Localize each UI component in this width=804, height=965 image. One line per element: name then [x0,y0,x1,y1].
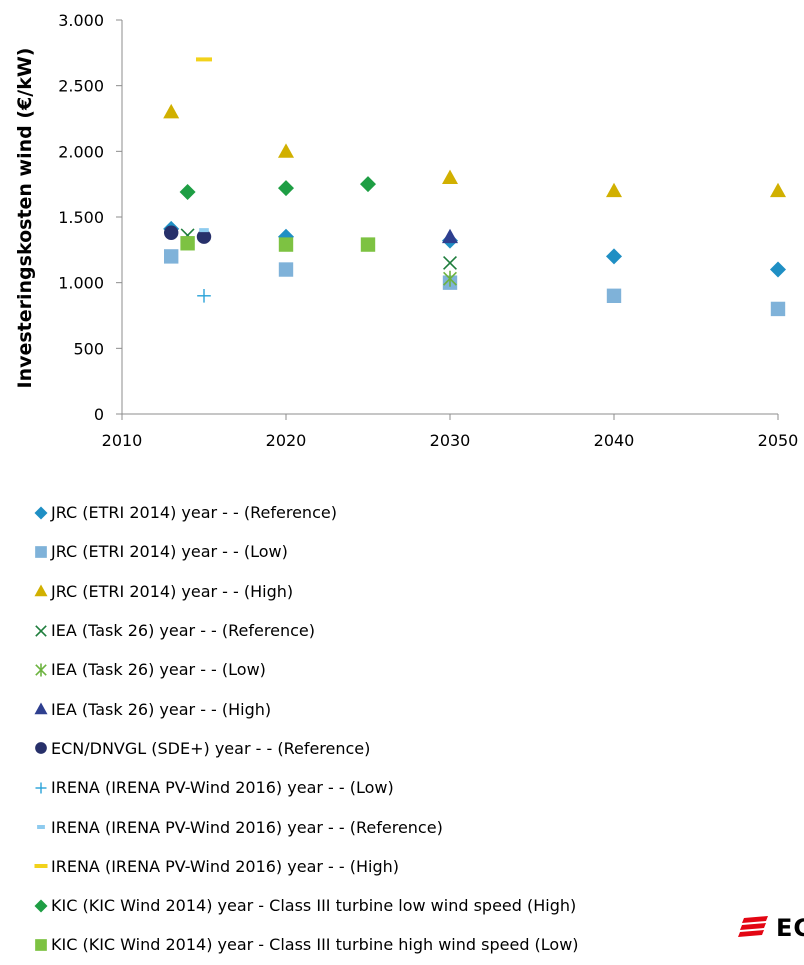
data-point-1 [770,261,786,278]
legend-marker-icon [35,742,47,755]
data-point-12 [180,236,195,251]
legend-marker-icon [34,506,48,520]
y-tick-label: 1.000 [58,274,104,293]
data-point-7 [196,229,212,244]
legend-item: IEA (Task 26) year - - (Low) [32,650,579,689]
data-point-2 [278,262,294,277]
legend-item: JRC (ETRI 2014) year - - (High) [32,572,579,611]
legend-marker-icon [34,864,48,869]
data-point-9 [199,228,209,233]
legend-item: JRC (ETRI 2014) year - - (Reference) [32,493,579,532]
legend-marker-icon [37,825,45,830]
legend-label: IEA (Task 26) year - - (Reference) [51,621,315,641]
x-tick-label: 2040 [594,431,635,450]
data-point-11 [360,176,376,193]
data-point-3 [442,169,458,184]
data-point-7 [164,225,179,240]
logo: ECN [738,913,804,943]
y-axis: 0 500 1.000 1.500 2.000 2.500 3.000 [58,11,123,424]
y-tick-label: 500 [73,339,104,358]
x-tick-label: 2010 [102,431,143,450]
legend-label: KIC (KIC Wind 2014) year - Class III tur… [51,935,579,955]
logo-text: ECN [776,914,804,942]
legend-item: IRENA (IRENA PV-Wind 2016) year - - (Hig… [32,847,579,886]
data-point-4 [443,256,457,270]
legend-label: JRC (ETRI 2014) year - - (Low) [51,542,288,562]
y-tick-label: 2.000 [58,142,104,161]
legend-marker-icon [35,939,47,951]
data-point-2 [770,301,786,317]
data-point-11 [179,184,196,201]
legend-item: IEA (Task 26) year - - (High) [32,689,579,728]
y-tick-label: 3.000 [58,11,104,30]
data-point-12 [360,237,376,252]
data-points [163,57,786,317]
data-point-2 [164,249,179,264]
y-tick-label: 2.500 [58,77,104,96]
x-tick-label: 2020 [266,431,307,450]
y-tick-label: 1.500 [58,208,104,227]
legend-item: IRENA (IRENA PV-Wind 2016) year - - (Low… [32,768,579,807]
legend-label: IRENA (IRENA PV-Wind 2016) year - - (Low… [51,778,394,798]
legend-item: IRENA (IRENA PV-Wind 2016) year - - (Ref… [32,807,579,846]
x-tick-label: 2050 [758,431,799,450]
data-point-3 [163,103,180,119]
legend-marker-icon [35,782,47,794]
data-point-12 [278,237,294,252]
y-axis-label: Investeringskosten wind (€/kW) [14,48,36,389]
data-point-3 [278,143,294,158]
ecn-logo-icon [738,916,768,937]
legend-marker-icon [34,899,48,913]
legend-label: IEA (Task 26) year - - (Low) [51,660,266,680]
data-point-11 [278,180,294,197]
y-tick-label: 0 [94,405,104,424]
legend-item: IEA (Task 26) year - - (Reference) [32,611,579,650]
legend-marker-icon [34,702,48,715]
x-tick-label: 2030 [430,431,471,450]
legend-label: IRENA (IRENA PV-Wind 2016) year - - (Ref… [51,817,443,837]
legend-marker-icon [35,546,47,558]
data-point-3 [770,182,786,198]
legend-item: KIC (KIC Wind 2014) year - Class III tur… [32,886,579,925]
legend-label: JRC (ETRI 2014) year - - (Reference) [51,503,337,523]
legend-label: JRC (ETRI 2014) year - - (High) [51,581,294,601]
legend: JRC (ETRI 2014) year - - (Reference) JRC … [32,493,579,965]
data-point-1 [606,248,622,265]
legend-item: ECN/DNVGL (SDE+) year - - (Reference) [32,729,579,768]
legend-label: IEA (Task 26) year - - (High) [51,699,272,719]
legend-marker-icon [35,663,47,677]
legend-item: KIC (KIC Wind 2014) year - Class III tur… [32,925,579,964]
legend-marker-icon [35,624,47,637]
data-point-6 [442,228,458,244]
x-axis: 2010 2020 2030 2040 2050 [102,413,799,450]
data-point-8 [197,289,211,303]
data-point-5 [443,270,457,287]
data-point-10 [196,57,212,62]
legend-marker-icon [34,584,48,597]
data-point-2 [606,288,622,303]
legend-label: KIC (KIC Wind 2014) year - Class III tur… [51,896,577,916]
data-point-3 [606,182,622,198]
legend-item: JRC (ETRI 2014) year - - (Low) [32,532,579,571]
legend-label: ECN/DNVGL (SDE+) year - - (Reference) [51,738,371,758]
legend-label: IRENA (IRENA PV-Wind 2016) year - - (Hig… [51,856,400,876]
